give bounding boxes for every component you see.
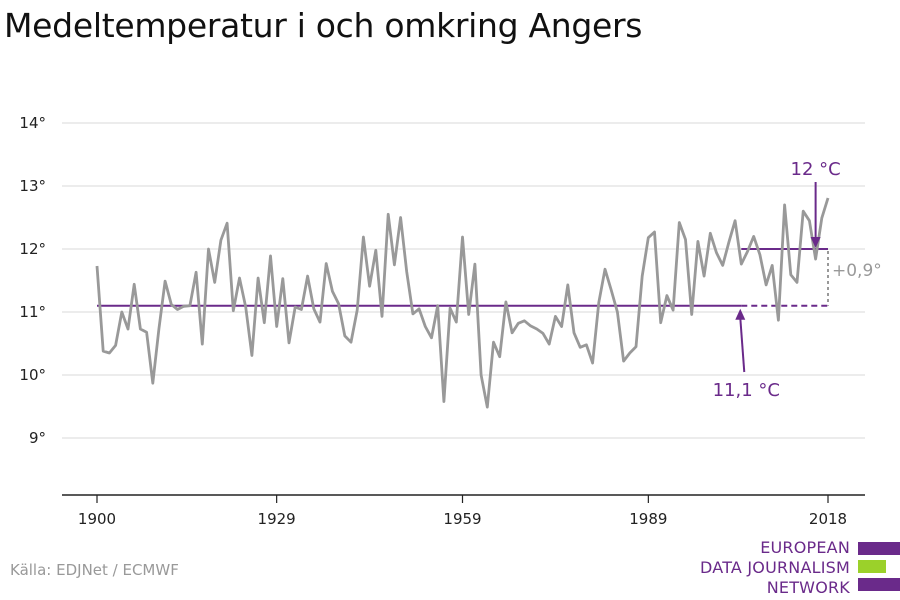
logo-bar-3 [858, 578, 900, 591]
edjnet-logo: EUROPEAN DATA JOURNALISM NETWORK [700, 538, 900, 600]
y-tick-label: 13° [19, 177, 46, 195]
y-tick-label: 14° [19, 114, 46, 132]
y-tick-label: 11° [19, 303, 46, 321]
page-title: Medeltemperatur i och omkring Angers [4, 6, 643, 45]
reference-arrow-shaft [739, 317, 746, 373]
y-tick-label: 12° [19, 240, 46, 258]
x-axis-ticks: 1900 1929 1959 1989 2018 [78, 495, 847, 528]
logo-line-2: DATA JOURNALISM [700, 558, 850, 577]
y-tick-label: 10° [19, 366, 46, 384]
x-tick-label: 1900 [78, 510, 116, 528]
reference-mean-label: 11,1 °C [713, 380, 780, 401]
y-tick-label: 9° [29, 429, 46, 447]
logo-bar-2 [858, 560, 886, 573]
logo-line-1: EUROPEAN [760, 538, 850, 557]
recent-arrow-head [810, 237, 821, 248]
logo-bar-1 [858, 542, 900, 555]
logo-line-3: NETWORK [766, 578, 850, 597]
annotations: +0,9° 12 °C 11,1 °C [713, 159, 882, 401]
x-tick-label: 2018 [809, 510, 847, 528]
reference-arrow-head [735, 308, 746, 320]
x-tick-label: 1989 [629, 510, 667, 528]
source-note: Källa: EDJNet / ECMWF [10, 561, 179, 579]
recent-mean-label: 12 °C [791, 159, 841, 180]
difference-label: +0,9° [832, 261, 882, 281]
temperature-line [95, 197, 830, 409]
x-tick-label: 1929 [258, 510, 296, 528]
x-tick-label: 1959 [443, 510, 481, 528]
y-axis-ticks: 9° 10° 11° 12° 13° 14° [19, 114, 46, 447]
